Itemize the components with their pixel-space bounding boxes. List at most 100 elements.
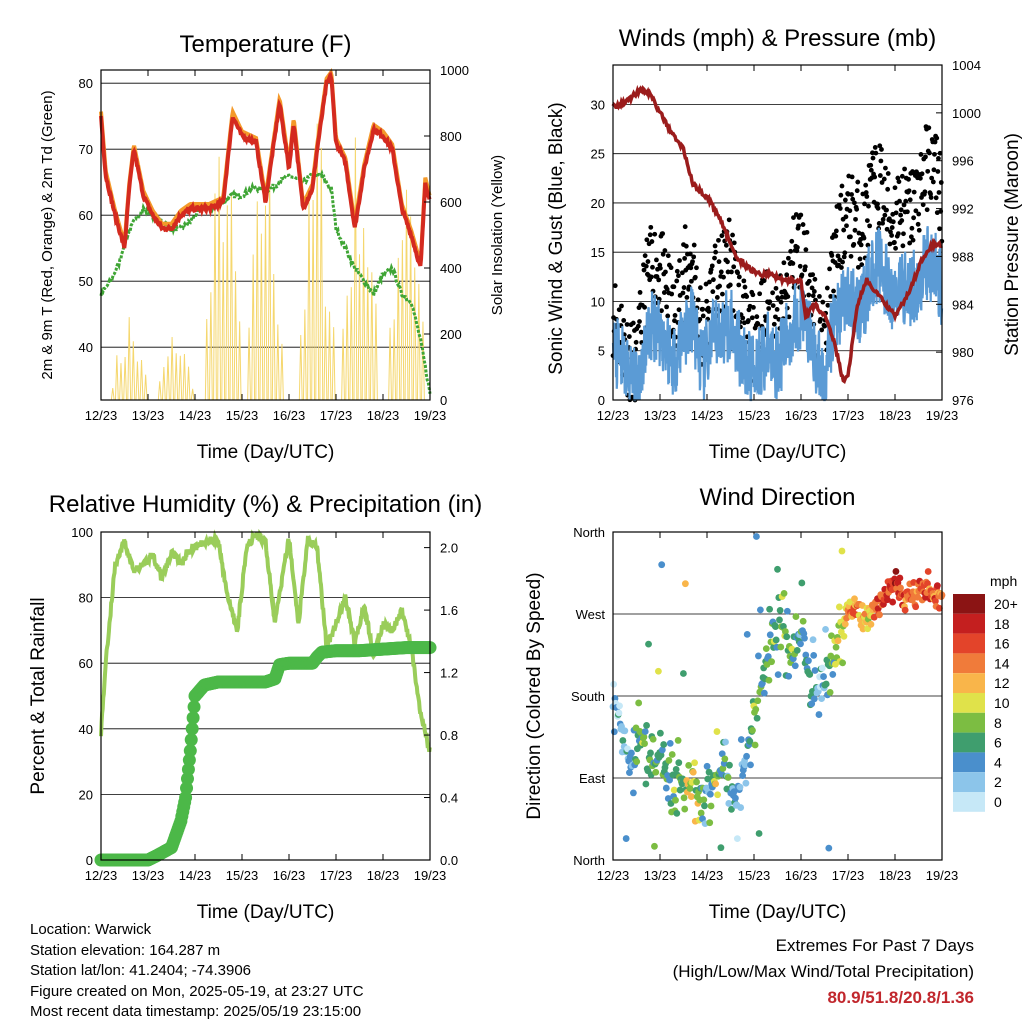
direction-point [645, 640, 652, 648]
gust-point [905, 209, 910, 215]
gust-point [788, 248, 794, 254]
direction-point [832, 643, 840, 651]
direction-point [673, 810, 681, 817]
gust-point [789, 238, 795, 244]
x-tick-label: 14/23 [691, 868, 724, 883]
direction-point [703, 762, 711, 770]
gust-point [761, 278, 767, 284]
direction-point [666, 739, 674, 747]
temperature-2m-series [99, 70, 432, 267]
direction-point [774, 565, 781, 573]
direction-point [658, 746, 666, 754]
direction-point [736, 783, 744, 791]
direction-point [718, 750, 726, 758]
direction-point [805, 657, 812, 665]
direction-point [892, 568, 900, 575]
direction-point [641, 740, 648, 747]
direction-point [835, 603, 843, 611]
x-tick-label: 16/23 [785, 868, 818, 883]
gust-point [704, 298, 710, 304]
gust-point [870, 155, 876, 161]
gust-point [885, 171, 891, 176]
gust-point [923, 154, 928, 160]
gust-point [612, 283, 618, 289]
gust-point [691, 254, 697, 260]
gust-point [716, 237, 721, 243]
gust-point [661, 290, 667, 295]
gust-point [827, 266, 832, 272]
y-tick-label: 60 [79, 208, 93, 223]
gust-point [906, 176, 911, 182]
gust-point [895, 231, 901, 237]
x-tick-label: 12/23 [597, 868, 630, 883]
gust-point [767, 299, 773, 305]
direction-point [933, 582, 941, 590]
y2-tick-label: 0.8 [440, 728, 458, 743]
direction-point [680, 670, 687, 677]
direction-point [672, 796, 679, 804]
gust-point [654, 257, 659, 263]
gust-point [876, 221, 882, 226]
direction-point [724, 774, 732, 781]
direction-point [809, 636, 817, 644]
gust-point [730, 232, 735, 238]
x-tick-label: 13/23 [132, 408, 165, 423]
gust-point [710, 277, 716, 283]
panel-humidity: Relative Humidity (%) & Precipitation (i… [28, 491, 482, 923]
gust-point [889, 225, 895, 230]
gust-point [929, 175, 935, 181]
gust-point [621, 318, 627, 323]
gust-point [698, 285, 703, 291]
created-text: Figure created on Mon, 2025-05-19, at 23… [30, 982, 364, 1000]
gust-point [656, 277, 662, 283]
gust-point [843, 214, 849, 220]
gust-point [706, 309, 712, 314]
gust-point [700, 313, 706, 319]
y2-tick-label: 1004 [952, 58, 981, 73]
direction-point [610, 728, 618, 736]
direction-point [783, 607, 791, 615]
gust-point [806, 292, 812, 298]
gust-point [725, 269, 731, 275]
direction-point [660, 741, 668, 748]
latlon-text: Station lat/lon: 41.2404; -74.3906 [30, 962, 252, 979]
gust-point [791, 215, 796, 220]
gust-point [901, 202, 907, 208]
gust-point [868, 167, 874, 173]
gust-point [865, 242, 871, 248]
precip-point [180, 781, 194, 795]
direction-point [693, 778, 700, 786]
y-axis-label: Percent & Total Rainfall [28, 597, 49, 794]
gust-point [643, 263, 649, 269]
y2-tick-label: 1.2 [440, 666, 458, 681]
y-tick-label: 5 [598, 344, 605, 359]
x-tick-label: 16/23 [273, 868, 306, 883]
legend-label: 0 [994, 794, 1002, 810]
direction-point [616, 702, 623, 710]
gust-point [872, 174, 878, 180]
x-tick-label: 15/23 [226, 408, 259, 423]
gust-point [798, 212, 804, 218]
gust-point [757, 291, 763, 297]
gust-point [936, 190, 942, 195]
direction-point [739, 772, 747, 780]
gust-point [626, 334, 632, 339]
gust-point [810, 293, 816, 299]
y2-tick-label: 1000 [440, 63, 469, 78]
x-tick-label: 15/23 [226, 868, 259, 883]
gust-point [774, 306, 780, 312]
gust-point [657, 265, 663, 271]
gust-point [907, 240, 913, 246]
gust-point [708, 267, 714, 272]
gust-point [795, 245, 800, 250]
precip-point [183, 744, 197, 758]
direction-point [706, 790, 714, 798]
gust-point [890, 219, 896, 225]
direction-point [726, 761, 733, 769]
gust-point [645, 259, 651, 264]
y2-axis-label: Station Pressure (Maroon) [1002, 133, 1023, 356]
direction-point [733, 835, 741, 842]
gust-point [853, 216, 858, 222]
gust-point [813, 297, 818, 303]
direction-point [797, 640, 804, 648]
